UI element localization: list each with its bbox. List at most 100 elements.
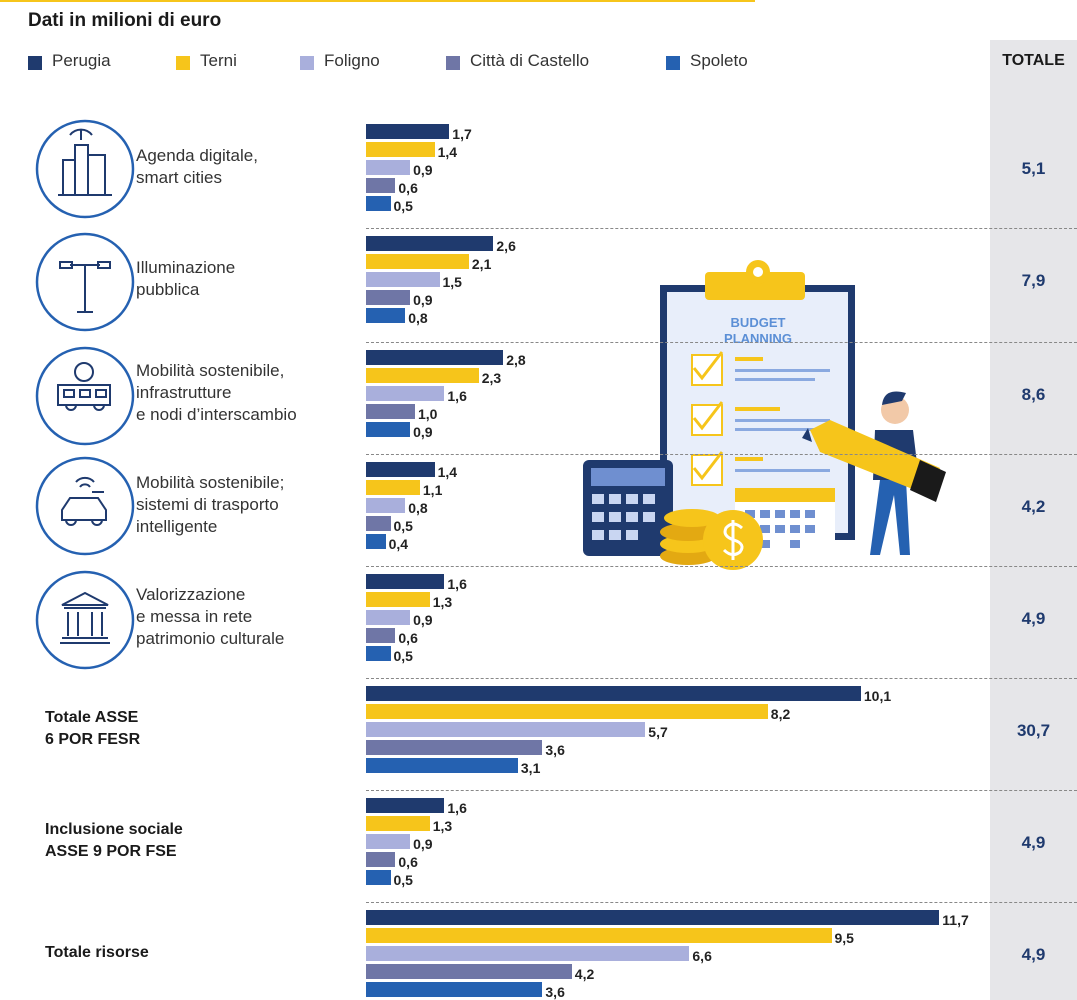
total-value: 4,9	[1021, 945, 1046, 964]
bar	[366, 308, 406, 323]
value-label: 2,8	[506, 352, 526, 368]
bar	[366, 870, 391, 885]
annotation: BUDGET	[731, 315, 786, 330]
separator	[366, 566, 1077, 567]
value-label: 11,7	[942, 912, 969, 928]
value-label: 8,2	[770, 706, 791, 722]
value-label: 0,9	[413, 836, 433, 852]
value-label: 0,9	[413, 612, 433, 628]
legend-swatch	[176, 56, 190, 70]
bar	[366, 368, 479, 383]
total-value: 4,9	[1021, 833, 1046, 852]
separator	[366, 228, 1077, 229]
category-label: Totale risorse	[45, 944, 149, 961]
value-label: 0,5	[393, 648, 413, 664]
value-label: 0,8	[408, 310, 428, 326]
icons	[35, 119, 135, 670]
value-label: 1,6	[447, 800, 467, 816]
separator	[366, 790, 1077, 791]
bar	[366, 160, 411, 175]
bar	[366, 142, 435, 157]
bar	[366, 254, 469, 269]
legend-swatch	[446, 56, 460, 70]
bar	[366, 704, 768, 719]
separator	[366, 454, 1077, 455]
category-label: Totale ASSE 6 POR FESR	[45, 709, 141, 748]
legend-label: Foligno	[324, 51, 380, 70]
bar	[366, 480, 420, 495]
bar	[366, 722, 646, 737]
bar	[366, 646, 391, 661]
bar	[366, 592, 430, 607]
top-rule	[0, 0, 755, 2]
bar	[366, 758, 518, 773]
value-label: 1,6	[447, 576, 467, 592]
bar	[366, 740, 543, 755]
annotation: PLANNING	[724, 331, 792, 346]
total-value: 5,1	[1021, 159, 1046, 178]
bar	[366, 124, 450, 139]
value-label: 10,1	[863, 688, 892, 704]
value-label: 1,4	[437, 144, 458, 160]
value-label: 3,6	[545, 984, 565, 1000]
bar	[366, 816, 430, 831]
total-value: 4,9	[1021, 609, 1046, 628]
bar	[366, 462, 435, 477]
category-label: Mobilità sostenibile, infrastrutture e n…	[136, 361, 297, 424]
value-label: 0,9	[413, 162, 433, 178]
bar	[366, 686, 861, 701]
value-label: 0,5	[393, 872, 413, 888]
bar	[366, 982, 543, 997]
value-label: 1,7	[452, 126, 472, 142]
bar	[366, 236, 494, 251]
value-label: 1,6	[447, 388, 467, 404]
value-label: 0,5	[393, 198, 413, 214]
bar	[366, 534, 386, 549]
total-value: 4,2	[1021, 497, 1046, 516]
category-label: Illuminazione pubblica	[136, 258, 236, 299]
legend-swatch	[300, 56, 314, 70]
value-label: 3,6	[545, 742, 565, 758]
value-label: 0,6	[398, 630, 418, 646]
legend-label: Perugia	[52, 51, 111, 70]
separator	[366, 342, 1077, 343]
illustration	[583, 260, 946, 570]
value-label: 1,3	[432, 594, 453, 610]
bar	[366, 798, 445, 813]
bar	[366, 574, 445, 589]
value-label: 1,3	[432, 818, 453, 834]
value-label: 0,8	[408, 500, 428, 516]
bar	[366, 196, 391, 211]
total-value: 8,6	[1021, 385, 1046, 404]
bar	[366, 834, 411, 849]
legend-label: Terni	[200, 51, 237, 70]
bar	[366, 498, 406, 513]
category-label: Mobilità sostenibile; sistemi di traspor…	[136, 473, 285, 536]
value-label: 0,6	[398, 854, 418, 870]
separator	[366, 902, 1077, 903]
legend-label: Spoleto	[690, 51, 748, 70]
bar	[366, 516, 391, 531]
bar	[366, 928, 832, 943]
bar	[366, 422, 411, 437]
value-label: 1,4	[437, 464, 458, 480]
legend-swatch	[28, 56, 42, 70]
value-label: 1,0	[418, 406, 438, 422]
bar	[366, 628, 396, 643]
value-label: 0,5	[393, 518, 413, 534]
value-label: 6,6	[692, 948, 712, 964]
total-value: 7,9	[1021, 271, 1046, 290]
bar	[366, 946, 690, 961]
bar	[366, 852, 396, 867]
category-label: Agenda digitale, smart cities	[136, 146, 258, 187]
value-label: 1,5	[442, 274, 462, 290]
bar	[366, 610, 411, 625]
bar	[366, 910, 940, 925]
bar	[366, 386, 445, 401]
totals-title: TOTALE	[1002, 52, 1065, 69]
separator	[366, 678, 1077, 679]
value-label: 2,6	[496, 238, 516, 254]
legend-swatch	[666, 56, 680, 70]
value-label: 5,7	[648, 724, 668, 740]
